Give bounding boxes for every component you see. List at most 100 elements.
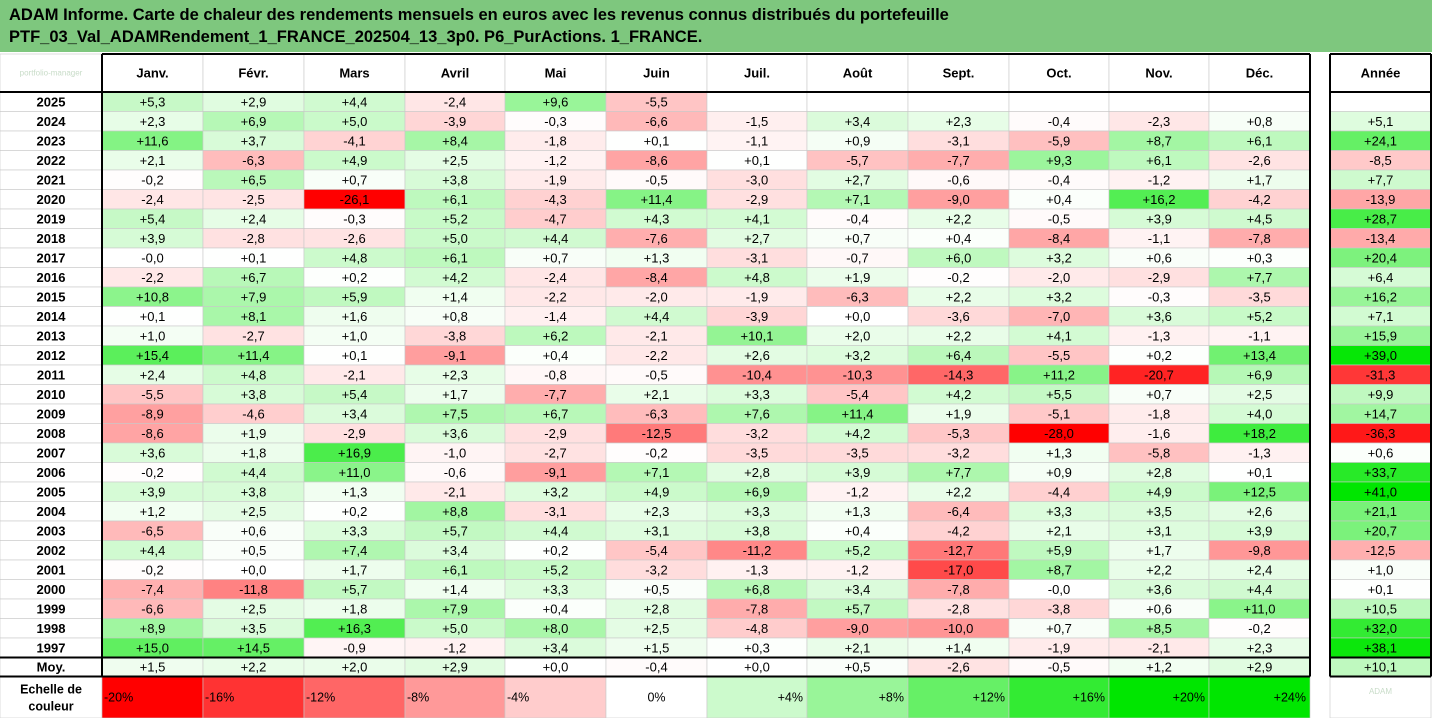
annual-value: +10,5 (1364, 601, 1397, 616)
cell-value: -0,0 (1048, 582, 1070, 597)
column-header-6: Juin (643, 66, 670, 81)
cell-value: +11,4 (238, 348, 270, 363)
cell-value: -1,2 (1148, 172, 1170, 187)
year-label-1997: 1997 (37, 640, 66, 655)
cell-value: +2,2 (946, 484, 972, 499)
cell-value: +0,0 (845, 309, 871, 324)
cell-value: -4,6 (242, 406, 264, 421)
cell-value: +5,7 (342, 582, 368, 597)
column-header-cell (303, 53, 406, 93)
annual-value: -13,9 (1366, 192, 1396, 207)
cell-value: -3,9 (444, 114, 466, 129)
cell-value: +13,4 (1243, 348, 1276, 363)
cell-value: +2,8 (744, 465, 770, 480)
annual-value: +14,7 (1364, 406, 1397, 421)
cell-value: +15,4 (136, 348, 169, 363)
cell-value: -1,3 (1148, 328, 1170, 343)
cell-value: +3,5 (241, 621, 267, 636)
cell-value: -2,5 (242, 192, 264, 207)
cell-value: -3,1 (746, 250, 768, 265)
cell-value: -1,3 (746, 562, 768, 577)
cell-value: +7,9 (442, 601, 468, 616)
cell-value: +7,9 (241, 289, 267, 304)
cell-value: -5,3 (947, 426, 969, 441)
cell-value: +1,6 (342, 309, 368, 324)
cell-value: -10,4 (742, 367, 772, 382)
cell-value: -1,9 (746, 289, 768, 304)
annual-value: +33,7 (1364, 465, 1397, 480)
cell-value: +0,3 (1247, 250, 1273, 265)
cell-value: +8,9 (140, 621, 166, 636)
cell-value: +2,1 (845, 640, 871, 655)
cell-value: +6,0 (946, 250, 972, 265)
cell-value: +15,0 (136, 640, 169, 655)
cell-value: +2,9 (241, 94, 267, 109)
cell-value: +7,1 (644, 465, 670, 480)
cell-value: -0,0 (141, 250, 163, 265)
scale-label: +4% (778, 690, 803, 704)
column-header-cell (1108, 53, 1210, 93)
cell-value: -12,7 (944, 543, 974, 558)
scale-swatch (504, 676, 607, 718)
cell-value: +3,4 (845, 582, 871, 597)
cell-value: +0,7 (845, 231, 871, 246)
scale-swatch (303, 676, 406, 718)
annual-value: -36,3 (1366, 426, 1396, 441)
cell-value: +0,2 (1146, 348, 1172, 363)
cell-value: -14,3 (944, 367, 974, 382)
year-label-2010: 2010 (37, 387, 66, 402)
cell-value: +4,8 (342, 250, 368, 265)
cell-value: +7,1 (845, 192, 871, 207)
cell-value: +6,7 (543, 406, 569, 421)
cell-value: +5,0 (342, 114, 368, 129)
cell-value: -5,5 (1048, 348, 1070, 363)
cell-value: +11,2 (1043, 367, 1075, 382)
cell-value: +9,6 (543, 94, 569, 109)
year-label-2004: 2004 (37, 504, 67, 519)
cell-value: -2,1 (444, 484, 466, 499)
year-label-2003: 2003 (37, 523, 66, 538)
cell-value: +2,5 (442, 153, 468, 168)
cell-value: +4,9 (1146, 484, 1172, 499)
cell-value: +11,6 (137, 133, 169, 148)
cell-value: -5,4 (846, 387, 868, 402)
report-title: ADAM Informe. Carte de chaleur des rende… (0, 0, 1432, 52)
cell-value: +2,4 (1247, 562, 1273, 577)
cell-value: +2,2 (1146, 562, 1172, 577)
scale-label: -20% (104, 690, 133, 704)
cell-value: +16,3 (338, 621, 371, 636)
cell-value: -7,8 (746, 601, 768, 616)
cell-value: +2,1 (1046, 523, 1072, 538)
column-header-12: Déc. (1246, 66, 1273, 81)
cell-value: +8,1 (241, 309, 267, 324)
report-title-line-1: ADAM Informe. Carte de chaleur des rende… (9, 6, 949, 24)
scale-watermark-cell (1329, 676, 1432, 718)
cell-value: +8,4 (442, 133, 468, 148)
scale-swatch (1108, 676, 1210, 718)
cell-value: -5,5 (645, 94, 667, 109)
average-value: +1,5 (140, 660, 166, 675)
cell-value: +8,0 (543, 621, 569, 636)
column-header-10: Oct. (1046, 66, 1071, 81)
cell-value: +0,1 (744, 153, 770, 168)
cell-value: -2,1 (645, 328, 667, 343)
cell-value: +1,0 (140, 328, 166, 343)
cell-value: -3,2 (947, 445, 969, 460)
year-label-2005: 2005 (37, 484, 66, 499)
cell-value: -8,4 (645, 270, 667, 285)
cell-value: -17,0 (944, 562, 974, 577)
cell-value: -0,5 (1048, 211, 1070, 226)
cell-value: +0,2 (342, 504, 368, 519)
annual-value: +38,1 (1364, 640, 1397, 655)
cell-value: +5,3 (140, 94, 166, 109)
cell-value: +3,3 (543, 582, 569, 597)
cell-value: +0,4 (543, 601, 569, 616)
cell-value: +0,4 (946, 231, 972, 246)
scale-label: +8% (879, 690, 904, 704)
cell-value: -9,1 (444, 348, 466, 363)
cell-value: +7,7 (1247, 270, 1273, 285)
cell-value: +0,7 (543, 250, 569, 265)
cell-value: -3,2 (746, 426, 768, 441)
column-header-5: Mai (545, 66, 567, 81)
cell-value: +0,1 (644, 133, 670, 148)
